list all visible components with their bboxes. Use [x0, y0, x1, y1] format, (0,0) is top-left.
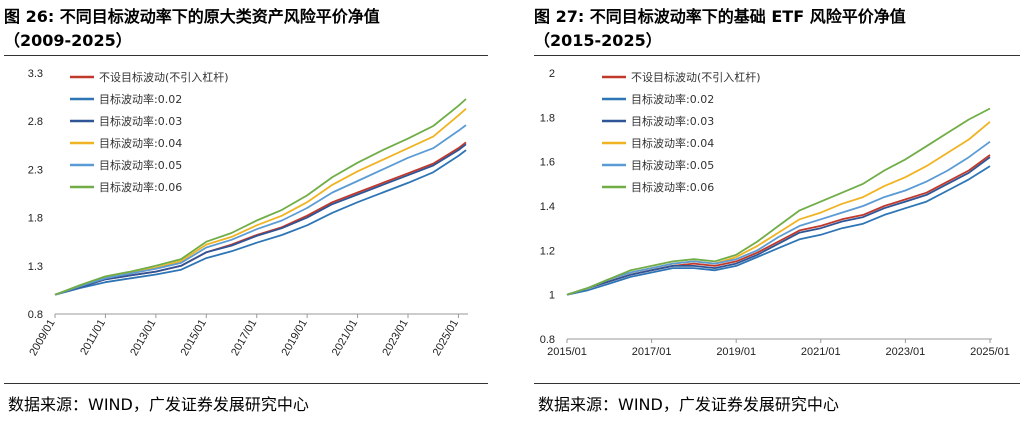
figure-title-years: （2009-2025）: [4, 31, 132, 50]
x-tick-label: 2017/01: [632, 346, 672, 358]
x-tick-label: 2019/01: [716, 346, 756, 358]
source-divider: [4, 383, 488, 384]
source-divider: [534, 383, 1020, 384]
figure-title: 图 26: 不同目标波动率下的原大类资产风险平价净值: [4, 7, 380, 26]
y-tick-label: 0.8: [540, 334, 555, 346]
title-divider: [4, 55, 488, 56]
series-line: [54, 98, 467, 296]
series-line: [54, 149, 467, 296]
x-tick-label: 2021/01: [801, 346, 841, 358]
y-tick-label: 1.8: [540, 112, 555, 124]
legend-label: 目标波动率:0.04: [99, 136, 182, 150]
figure-title: 图 27: 不同目标波动率下的基础 ETF 风险平价净值: [534, 7, 906, 26]
source-note: 数据来源：WIND，广发证券发展研究中心: [8, 395, 309, 414]
y-tick-label: 1.8: [28, 213, 43, 225]
legend-label: 不设目标波动(不引入杠杆): [631, 70, 761, 84]
y-tick-label: 2.3: [28, 164, 43, 176]
y-tick-label: 1.4: [540, 201, 555, 213]
series-line: [54, 108, 467, 296]
y-tick-label: 2: [549, 68, 555, 80]
legend-label: 目标波动率:0.04: [631, 136, 714, 150]
y-tick-label: 2.8: [28, 116, 43, 128]
x-tick-label: 2015/01: [547, 346, 587, 358]
series-line: [566, 165, 991, 296]
series-line: [54, 143, 467, 296]
legend-label: 目标波动率:0.06: [631, 180, 714, 194]
legend-label: 目标波动率:0.03: [99, 114, 182, 128]
y-tick-label: 0.8: [28, 309, 43, 321]
legend-label: 不设目标波动(不引入杠杆): [99, 70, 229, 84]
legend-label: 目标波动率:0.03: [631, 114, 714, 128]
x-tick-label: 2025/01: [970, 346, 1010, 358]
series-line: [54, 124, 467, 296]
title-divider: [534, 55, 1020, 56]
x-tick-label: 2023/01: [886, 346, 926, 358]
series-line: [566, 107, 991, 296]
y-tick-label: 1.6: [540, 157, 555, 169]
figure-title-years: （2015-2025）: [534, 31, 662, 50]
legend-label: 目标波动率:0.05: [631, 158, 714, 172]
y-tick-label: 1.2: [540, 245, 555, 257]
y-tick-label: 1: [549, 290, 555, 302]
source-note: 数据来源：WIND，广发证券发展研究中心: [538, 395, 839, 414]
series-line: [566, 156, 991, 296]
legend-label: 目标波动率:0.02: [631, 92, 714, 106]
y-tick-label: 1.3: [28, 261, 43, 273]
y-tick-label: 3.3: [28, 68, 43, 80]
legend-label: 目标波动率:0.02: [99, 92, 182, 106]
legend-label: 目标波动率:0.06: [99, 180, 182, 194]
legend-label: 目标波动率:0.05: [99, 158, 182, 172]
series-line: [566, 140, 991, 296]
